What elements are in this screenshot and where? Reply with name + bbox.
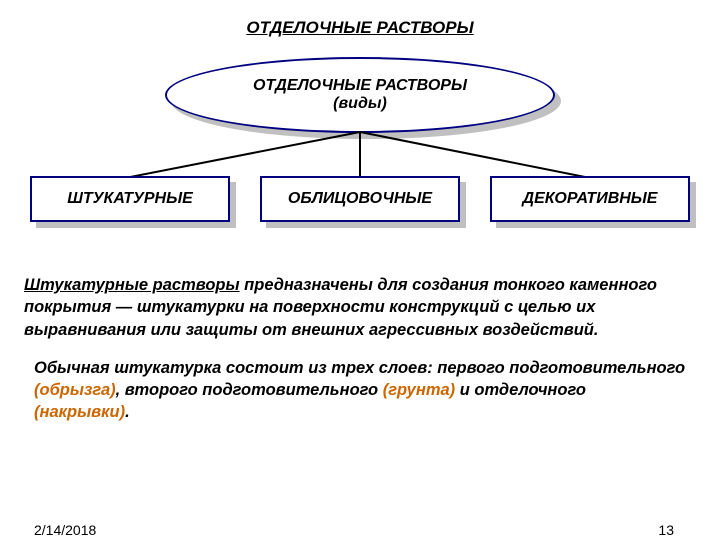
paragraph-2-text: Обычная штукатурка состоит из трех слоев… [34,359,685,377]
category-boxes-row: ШТУКАТУРНЫЕ ОБЛИЦОВОЧНЫЕ ДЕКОРАТИВНЫЕ [0,176,720,246]
paragraph-1: Штукатурные растворы предназначены для с… [0,274,720,341]
page-title: ОТДЕЛОЧНЫЕ РАСТВОРЫ [0,0,720,38]
footer-page-number: 13 [658,522,674,538]
paragraph-2-text: . [125,403,130,421]
paragraph-1-lead: Штукатурные растворы [24,276,240,294]
highlight-term: (накрывки) [34,403,125,421]
category-box: ШТУКАТУРНЫЕ [30,176,230,222]
category-box: ОБЛИЦОВОЧНЫЕ [260,176,460,222]
paragraph-2: Обычная штукатурка состоит из трех слоев… [0,357,720,424]
highlight-term: (грунта) [383,381,455,399]
paragraph-2-text: и отделочного [455,381,586,399]
category-box: ДЕКОРАТИВНЫЕ [490,176,690,222]
paragraph-2-text: , второго подготовительного [116,381,383,399]
highlight-term: (обрызга) [34,381,116,399]
root-ellipse-area: ОТДЕЛОЧНЫЕ РАСТВОРЫ (виды) [0,50,720,140]
footer-date: 2/14/2018 [34,522,96,538]
connector-lines [0,50,720,190]
